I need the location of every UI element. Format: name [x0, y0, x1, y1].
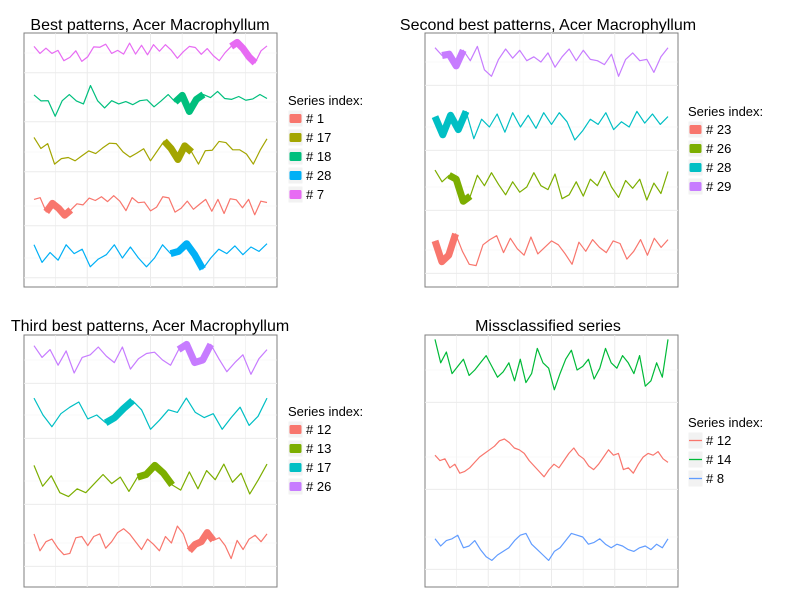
pattern-highlight — [229, 38, 258, 66]
legend-label: # 13 — [306, 441, 331, 456]
legend-swatch — [689, 182, 702, 191]
legend-label: # 17 — [306, 130, 331, 145]
pattern-highlight — [447, 172, 473, 205]
chart-title: Third best patterns, Acer Macrophyllum — [11, 318, 289, 335]
pattern-highlight — [136, 461, 175, 487]
pattern-highlight — [172, 91, 206, 115]
series-line — [434, 45, 669, 77]
legend-swatch — [289, 152, 302, 161]
pattern-highlight — [431, 232, 459, 266]
pattern-highlight — [43, 199, 74, 219]
chart-title: Missclassified series — [475, 318, 621, 335]
series-line — [33, 243, 268, 270]
series-line — [434, 169, 669, 202]
series-line — [33, 525, 268, 560]
legend-label: # 8 — [706, 471, 724, 486]
pattern-highlight — [169, 240, 206, 271]
legend-title: Series index: — [688, 104, 763, 119]
pattern-highlight — [186, 529, 217, 554]
series-line — [434, 110, 669, 141]
series-line — [434, 438, 669, 478]
legend-title: Series index: — [288, 93, 363, 108]
series-line — [434, 532, 669, 562]
legend-swatch — [289, 482, 302, 491]
pattern-highlight — [103, 398, 135, 426]
legend-title: Series index: — [288, 404, 363, 419]
series-line — [33, 84, 268, 117]
legend-label: # 26 — [706, 141, 731, 156]
legend-label: # 12 — [706, 433, 731, 448]
legend-swatch — [689, 144, 702, 153]
series-line — [434, 339, 669, 391]
pattern-highlight — [441, 48, 467, 70]
legend-label: # 26 — [306, 479, 331, 494]
pattern-highlight — [161, 138, 194, 163]
pattern-highlight — [431, 110, 470, 139]
legend-label: # 23 — [706, 122, 731, 137]
legend-label: # 14 — [706, 452, 731, 467]
chart-title: Best patterns, Acer Macrophyllum — [30, 17, 269, 34]
legend-label: # 7 — [306, 187, 324, 202]
legend-swatch — [289, 133, 302, 142]
legend-title: Series index: — [688, 415, 763, 430]
series-line — [33, 343, 268, 375]
legend-swatch — [289, 425, 302, 434]
legend-label: # 28 — [306, 168, 331, 183]
series-line — [33, 41, 268, 64]
series-line — [33, 397, 268, 430]
series-line — [33, 195, 268, 216]
pattern-highlight — [176, 340, 214, 367]
legend-label: # 12 — [306, 422, 331, 437]
legend-swatch — [689, 163, 702, 172]
legend-swatch — [289, 463, 302, 472]
legend-swatch — [689, 125, 702, 134]
legend-swatch — [289, 444, 302, 453]
legend-label: # 1 — [306, 111, 324, 126]
chart-title: Second best patterns, Acer Macrophyllum — [400, 17, 696, 34]
legend-label: # 28 — [706, 160, 731, 175]
legend-swatch — [289, 190, 302, 199]
legend-label: # 18 — [306, 149, 331, 164]
legend-swatch — [289, 171, 302, 180]
series-line — [434, 233, 669, 267]
legend-swatch — [289, 114, 302, 123]
legend-label: # 17 — [306, 460, 331, 475]
series-line — [33, 137, 268, 165]
legend-label: # 29 — [706, 179, 731, 194]
